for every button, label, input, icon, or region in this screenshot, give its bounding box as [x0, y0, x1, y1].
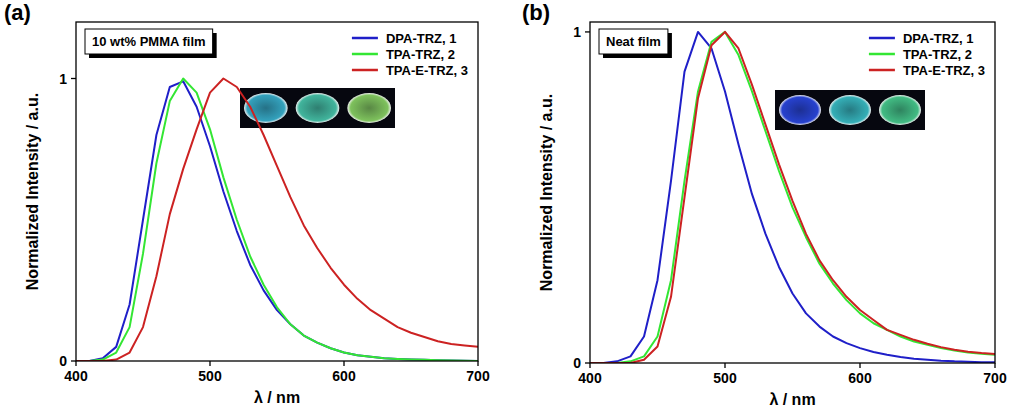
inset-film: [779, 95, 821, 125]
x-tick-label: 600: [332, 368, 356, 384]
x-axis-title: λ / nm: [254, 389, 300, 406]
y-axis-title: Normalized Intensity / a.u.: [538, 94, 555, 291]
x-tick-label: 700: [466, 368, 490, 384]
legend-swatch: [352, 69, 378, 72]
legend-label: TPA-TRZ, 2: [386, 47, 455, 62]
title-box: [85, 29, 213, 54]
legend: DPA-TRZ, 1TPA-TRZ, 2TPA-E-TRZ, 3: [869, 31, 985, 78]
plot-frame: [76, 22, 478, 361]
spectrum-line: [590, 32, 995, 363]
y-tick-label: 1: [59, 71, 67, 87]
x-tick-label: 700: [983, 370, 1007, 386]
x-tick-label: 400: [578, 370, 602, 386]
x-axis-title: λ / nm: [769, 391, 815, 408]
panel-label: (b): [522, 0, 550, 25]
panel: 400 500 600 700 0 1 λ / nm Normalized Intensity…: [4, 0, 490, 406]
inset-photo: [775, 90, 925, 130]
legend-swatch: [869, 69, 895, 72]
legend-label: TPA-E-TRZ, 3: [903, 63, 985, 78]
plot-frame: [590, 22, 995, 363]
x-tick: [859, 363, 860, 368]
y-tick-label: 0: [59, 353, 67, 369]
legend: DPA-TRZ, 1TPA-TRZ, 2TPA-E-TRZ, 3: [352, 31, 468, 78]
legend-label: TPA-E-TRZ, 3: [386, 63, 468, 78]
x-tick: [477, 361, 478, 366]
spectrum-line: [76, 81, 478, 361]
x-tick: [994, 363, 995, 368]
legend-label: DPA-TRZ, 1: [903, 31, 974, 46]
panel-title: 10 wt% PMMA film: [92, 34, 206, 49]
spectrum-line: [76, 79, 478, 362]
x-tick: [75, 361, 76, 366]
spectrum-line: [590, 32, 995, 363]
spectrum-line: [590, 32, 995, 363]
spectrum-line: [76, 79, 478, 362]
inset-film: [829, 95, 871, 125]
y-tick-label: 0: [573, 355, 581, 371]
inset-film: [296, 93, 340, 123]
series-group: [76, 79, 478, 362]
y-tick: [71, 360, 76, 361]
y-tick: [71, 78, 76, 79]
panel-label: (a): [4, 0, 31, 25]
legend-swatch: [869, 53, 895, 56]
legend-swatch: [352, 53, 378, 56]
y-tick: [585, 31, 590, 32]
inset-photo: [240, 88, 395, 128]
legend-label: DPA-TRZ, 1: [386, 31, 457, 46]
inset-film: [879, 95, 921, 125]
panel: 400 500 600 700 0 1 λ / nm Normalized Intensity…: [522, 0, 1007, 408]
series-group: [590, 32, 995, 363]
x-tick-label: 600: [848, 370, 872, 386]
legend-swatch: [352, 37, 378, 40]
legend-swatch: [869, 37, 895, 40]
x-tick: [589, 363, 590, 368]
x-tick: [343, 361, 344, 366]
inset-film: [347, 93, 391, 123]
y-tick-label: 1: [573, 24, 581, 40]
x-tick-label: 400: [64, 368, 88, 384]
y-axis-title: Normalized Intensity / a.u.: [24, 93, 41, 290]
x-tick: [724, 363, 725, 368]
y-tick: [585, 362, 590, 363]
x-tick-label: 500: [198, 368, 222, 384]
panel-title: Neat film: [606, 34, 661, 49]
x-tick: [209, 361, 210, 366]
figure: 400 500 600 700 0 1 λ / nm Normalized Intensity…: [0, 0, 1016, 414]
title-box: [599, 29, 668, 54]
x-tick-label: 500: [713, 370, 737, 386]
legend-label: TPA-TRZ, 2: [903, 47, 972, 62]
